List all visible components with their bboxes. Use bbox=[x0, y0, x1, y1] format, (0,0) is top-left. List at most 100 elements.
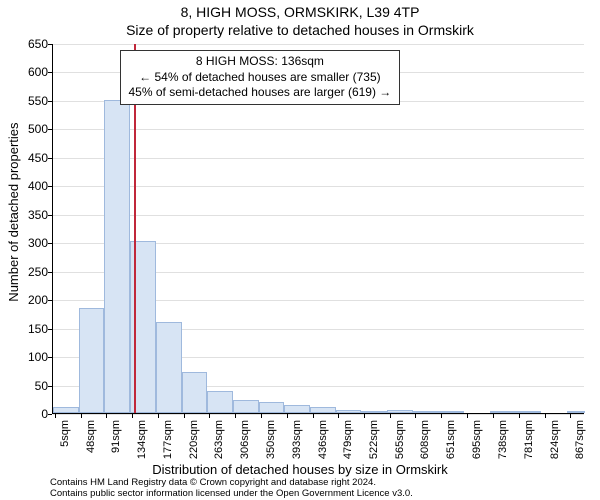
annotation-line: 45% of semi-detached houses are larger (… bbox=[129, 85, 392, 101]
xtick-mark bbox=[493, 414, 494, 418]
xtick-mark bbox=[364, 414, 365, 418]
gridline-h bbox=[53, 44, 584, 45]
histogram-bar bbox=[233, 400, 259, 413]
xtick-mark bbox=[390, 414, 391, 418]
annotation-line: ← 54% of detached houses are smaller (73… bbox=[129, 70, 392, 86]
ytick-label: 450 bbox=[8, 151, 48, 165]
histogram-bar bbox=[336, 410, 362, 413]
ytick-label: 100 bbox=[8, 350, 48, 364]
xtick-label: 177sqm bbox=[162, 420, 174, 459]
gridline-h bbox=[53, 129, 584, 130]
xtick-mark bbox=[570, 414, 571, 418]
gridline-h bbox=[53, 215, 584, 216]
xtick-mark bbox=[209, 414, 210, 418]
ytick-mark bbox=[48, 329, 52, 330]
ytick-label: 500 bbox=[8, 122, 48, 136]
xtick-label: 5sqm bbox=[59, 420, 71, 447]
xtick-label: 781sqm bbox=[523, 420, 535, 459]
ytick-label: 200 bbox=[8, 293, 48, 307]
ytick-mark bbox=[48, 158, 52, 159]
ytick-label: 250 bbox=[8, 265, 48, 279]
xtick-mark bbox=[55, 414, 56, 418]
xtick-label: 306sqm bbox=[239, 420, 251, 459]
histogram-bar bbox=[490, 411, 516, 413]
xtick-mark bbox=[467, 414, 468, 418]
xtick-mark bbox=[519, 414, 520, 418]
xtick-label: 867sqm bbox=[574, 420, 586, 459]
ytick-mark bbox=[48, 44, 52, 45]
histogram-bar bbox=[79, 308, 105, 413]
attribution-text: Contains HM Land Registry data © Crown c… bbox=[50, 478, 413, 500]
histogram-bar bbox=[413, 411, 439, 413]
histogram-bar bbox=[516, 411, 542, 413]
histogram-bar bbox=[182, 372, 208, 413]
ytick-mark bbox=[48, 386, 52, 387]
xtick-label: 436sqm bbox=[317, 420, 329, 459]
xtick-label: 91sqm bbox=[110, 420, 122, 453]
histogram-bar bbox=[156, 322, 182, 413]
xtick-mark bbox=[106, 414, 107, 418]
xtick-label: 824sqm bbox=[549, 420, 561, 459]
xtick-label: 738sqm bbox=[497, 420, 509, 459]
xtick-mark bbox=[338, 414, 339, 418]
xtick-mark bbox=[235, 414, 236, 418]
ytick-mark bbox=[48, 243, 52, 244]
histogram-bar bbox=[361, 411, 387, 413]
histogram-bar bbox=[259, 402, 285, 413]
ytick-mark bbox=[48, 72, 52, 73]
xtick-mark bbox=[441, 414, 442, 418]
xtick-label: 220sqm bbox=[188, 420, 200, 459]
gridline-h bbox=[53, 186, 584, 187]
histogram-bar bbox=[387, 410, 413, 413]
gridline-h bbox=[53, 158, 584, 159]
histogram-bar bbox=[310, 407, 336, 413]
xtick-mark bbox=[81, 414, 82, 418]
histogram-bar bbox=[284, 405, 310, 413]
ytick-mark bbox=[48, 300, 52, 301]
histogram-bar bbox=[207, 391, 233, 413]
ytick-label: 650 bbox=[8, 37, 48, 51]
xtick-label: 134sqm bbox=[136, 420, 148, 459]
xtick-label: 350sqm bbox=[265, 420, 277, 459]
xtick-mark bbox=[415, 414, 416, 418]
xtick-label: 651sqm bbox=[445, 420, 457, 459]
ytick-mark bbox=[48, 186, 52, 187]
xtick-mark bbox=[545, 414, 546, 418]
xtick-label: 608sqm bbox=[419, 420, 431, 459]
ytick-label: 600 bbox=[8, 65, 48, 79]
xtick-mark bbox=[287, 414, 288, 418]
attribution-line2: Contains public sector information licen… bbox=[50, 489, 413, 500]
chart-title-main: 8, HIGH MOSS, ORMSKIRK, L39 4TP bbox=[0, 4, 600, 20]
annotation-line: 8 HIGH MOSS: 136sqm bbox=[129, 54, 392, 70]
ytick-label: 300 bbox=[8, 236, 48, 250]
x-axis-label: Distribution of detached houses by size … bbox=[0, 462, 600, 477]
xtick-mark bbox=[313, 414, 314, 418]
xtick-label: 263sqm bbox=[213, 420, 225, 459]
ytick-mark bbox=[48, 215, 52, 216]
xtick-mark bbox=[184, 414, 185, 418]
ytick-label: 350 bbox=[8, 208, 48, 222]
xtick-label: 48sqm bbox=[85, 420, 97, 453]
xtick-label: 393sqm bbox=[291, 420, 303, 459]
histogram-bar bbox=[567, 411, 585, 413]
ytick-mark bbox=[48, 129, 52, 130]
xtick-mark bbox=[261, 414, 262, 418]
xtick-label: 522sqm bbox=[368, 420, 380, 459]
ytick-label: 400 bbox=[8, 179, 48, 193]
xtick-label: 479sqm bbox=[342, 420, 354, 459]
histogram-bar bbox=[104, 100, 130, 413]
ytick-label: 150 bbox=[8, 322, 48, 336]
ytick-mark bbox=[48, 414, 52, 415]
ytick-mark bbox=[48, 272, 52, 273]
chart-title-sub: Size of property relative to detached ho… bbox=[0, 22, 600, 38]
xtick-label: 565sqm bbox=[394, 420, 406, 459]
ytick-mark bbox=[48, 101, 52, 102]
xtick-mark bbox=[158, 414, 159, 418]
xtick-mark bbox=[132, 414, 133, 418]
ytick-mark bbox=[48, 357, 52, 358]
ytick-label: 50 bbox=[8, 379, 48, 393]
annotation-box: 8 HIGH MOSS: 136sqm← 54% of detached hou… bbox=[120, 50, 401, 105]
ytick-label: 0 bbox=[8, 407, 48, 421]
ytick-label: 550 bbox=[8, 94, 48, 108]
xtick-label: 695sqm bbox=[471, 420, 483, 459]
